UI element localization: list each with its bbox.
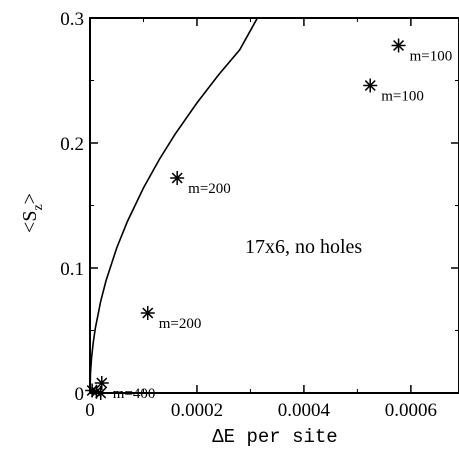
asterisk-stroke — [393, 40, 405, 51]
y-tick-label: 0.1 — [60, 259, 84, 280]
axes-layer: 0 0.0002 0.0004 0.0006 0 0.1 0.2 0.3 — [60, 9, 459, 421]
chart-annotation: 17x6, no holes — [245, 236, 362, 258]
x-axis-label: ΔE per site — [212, 426, 337, 448]
x-tick-label: 0 — [85, 400, 95, 421]
x-tick-label: 0.0006 — [385, 400, 437, 421]
asterisk-stroke — [86, 385, 98, 396]
plot-frame — [89, 17, 459, 394]
fit-curve — [89, 17, 259, 394]
y-axis-label: <Sz> — [19, 193, 46, 233]
data-point-asterisk — [363, 78, 378, 93]
asterisk-stroke — [171, 172, 183, 184]
y-tick-label: 0.2 — [60, 134, 84, 155]
asterisk-stroke — [142, 307, 154, 319]
y-tick-label: 0.3 — [60, 9, 84, 30]
data-label: m=200 — [188, 181, 231, 197]
x-tick-label: 0.0004 — [278, 400, 331, 421]
fit-curve-layer — [89, 17, 259, 394]
data-label: m=100 — [410, 49, 453, 65]
data-point-asterisk — [170, 171, 185, 185]
data-label: m=100 — [381, 89, 424, 105]
data-point-asterisk — [391, 38, 406, 53]
x-tick-label: 0.0002 — [171, 400, 223, 421]
data-label: m=200 — [159, 316, 202, 332]
asterisk-stroke — [90, 386, 102, 398]
data-point-asterisk — [94, 376, 109, 390]
asterisk-stroke — [364, 80, 376, 91]
data-points-layer — [85, 38, 406, 400]
y-tick-label: 0 — [75, 384, 85, 405]
data-point-asterisk — [140, 306, 155, 320]
asterisk-stroke — [96, 377, 108, 389]
